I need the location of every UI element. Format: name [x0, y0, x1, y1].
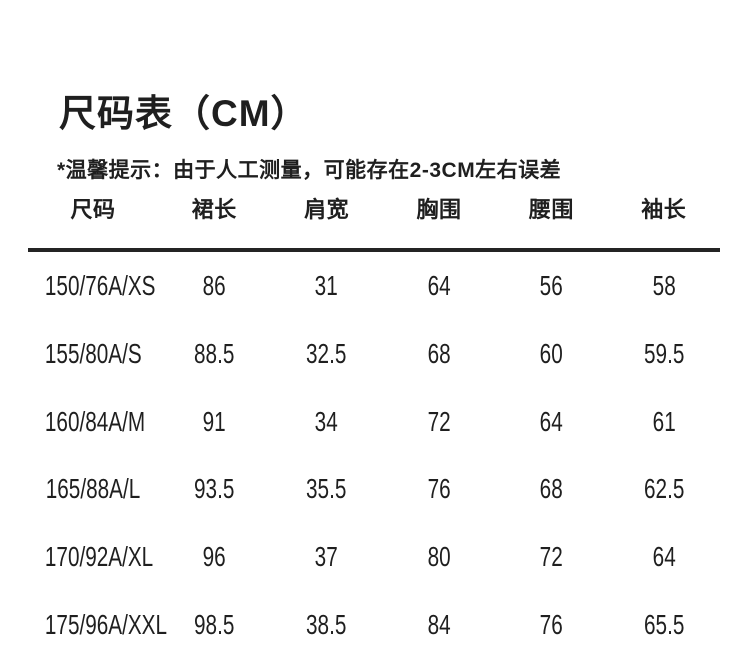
size-table-header-row: 尺码 裙长 肩宽 胸围 腰围 袖长 — [28, 190, 720, 226]
shoulder-width-cell: 32.5 — [306, 337, 347, 369]
sleeve-length-cell: 59.5 — [643, 337, 684, 369]
table-row: 165/88A/L 93.5 35.5 76 68 62.5 — [28, 455, 720, 523]
sleeve-length-cell: 61 — [652, 405, 676, 437]
sleeve-length-cell: 65.5 — [643, 609, 684, 641]
skirt-length-cell: 98.5 — [194, 609, 235, 641]
size-cell: 165/88A/L — [45, 473, 141, 505]
bust-cell: 84 — [427, 609, 451, 641]
table-row: 160/84A/M 91 34 72 64 61 — [28, 388, 720, 456]
waist-cell: 64 — [539, 405, 563, 437]
column-header-bust: 胸围 — [416, 197, 462, 222]
table-row: 155/80A/S 88.5 32.5 68 60 59.5 — [28, 320, 720, 388]
shoulder-width-cell: 31 — [315, 269, 339, 301]
waist-cell: 68 — [539, 473, 563, 505]
bust-cell: 64 — [427, 269, 451, 301]
column-header-sleeve-length: 袖长 — [641, 197, 687, 222]
table-row: 150/76A/XS 86 31 64 56 58 — [28, 252, 720, 320]
skirt-length-cell: 88.5 — [194, 337, 235, 369]
sleeve-length-cell: 58 — [652, 269, 676, 301]
size-cell: 150/76A/XS — [44, 269, 156, 301]
waist-cell: 60 — [539, 337, 563, 369]
table-row: 175/96A/XXL 98.5 38.5 84 76 65.5 — [28, 591, 720, 659]
size-cell: 175/96A/XXL — [44, 609, 168, 641]
skirt-length-cell: 86 — [202, 269, 226, 301]
bust-cell: 80 — [427, 541, 451, 573]
column-header-shoulder-width: 肩宽 — [304, 197, 350, 222]
table-row: 170/92A/XL 96 37 80 72 64 — [28, 523, 720, 591]
shoulder-width-cell: 35.5 — [306, 473, 347, 505]
skirt-length-cell: 93.5 — [194, 473, 235, 505]
bust-cell: 72 — [427, 405, 451, 437]
sleeve-length-cell: 62.5 — [643, 473, 684, 505]
shoulder-width-cell: 38.5 — [306, 609, 347, 641]
bust-cell: 76 — [427, 473, 451, 505]
measurement-disclaimer: *温馨提示：由于人工测量，可能存在2-3CM左右误差 — [57, 159, 562, 182]
shoulder-width-cell: 37 — [315, 541, 339, 573]
page-title: 尺码表（CM） — [59, 92, 309, 134]
size-cell: 170/92A/XL — [44, 541, 154, 573]
size-cell: 160/84A/M — [44, 405, 146, 437]
waist-cell: 72 — [539, 541, 563, 573]
shoulder-width-cell: 34 — [315, 405, 339, 437]
size-cell: 155/80A/S — [44, 337, 142, 369]
sleeve-length-cell: 64 — [652, 541, 676, 573]
column-header-size: 尺码 — [70, 197, 116, 222]
skirt-length-cell: 91 — [202, 405, 226, 437]
column-header-waist: 腰围 — [528, 197, 574, 222]
column-header-skirt-length: 裙长 — [191, 197, 237, 222]
size-table-body: 150/76A/XS 86 31 64 56 58 155/80A/S 88.5… — [28, 252, 720, 659]
waist-cell: 76 — [539, 609, 563, 641]
bust-cell: 68 — [427, 337, 451, 369]
waist-cell: 56 — [539, 269, 563, 301]
skirt-length-cell: 96 — [202, 541, 226, 573]
header-divider — [28, 248, 720, 252]
